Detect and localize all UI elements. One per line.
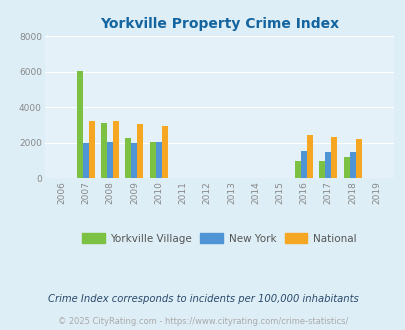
Bar: [137, 124, 143, 178]
Bar: [125, 138, 131, 178]
Title: Yorkville Property Crime Index: Yorkville Property Crime Index: [100, 17, 338, 31]
Bar: [83, 143, 89, 178]
Bar: [77, 71, 83, 178]
Bar: [101, 123, 107, 178]
Bar: [113, 121, 119, 178]
Bar: [301, 151, 306, 178]
Bar: [107, 142, 113, 178]
Bar: [161, 126, 167, 178]
Text: © 2025 CityRating.com - https://www.cityrating.com/crime-statistics/: © 2025 CityRating.com - https://www.city…: [58, 317, 347, 326]
Bar: [318, 161, 324, 178]
Bar: [324, 151, 330, 178]
Bar: [349, 152, 355, 178]
Bar: [306, 135, 312, 178]
Legend: Yorkville Village, New York, National: Yorkville Village, New York, National: [78, 229, 360, 248]
Bar: [131, 143, 137, 178]
Bar: [89, 120, 95, 178]
Bar: [149, 142, 155, 178]
Bar: [155, 142, 161, 178]
Text: Crime Index corresponds to incidents per 100,000 inhabitants: Crime Index corresponds to incidents per…: [47, 294, 358, 304]
Bar: [343, 157, 349, 178]
Bar: [330, 137, 337, 178]
Bar: [294, 161, 301, 178]
Bar: [355, 139, 361, 178]
